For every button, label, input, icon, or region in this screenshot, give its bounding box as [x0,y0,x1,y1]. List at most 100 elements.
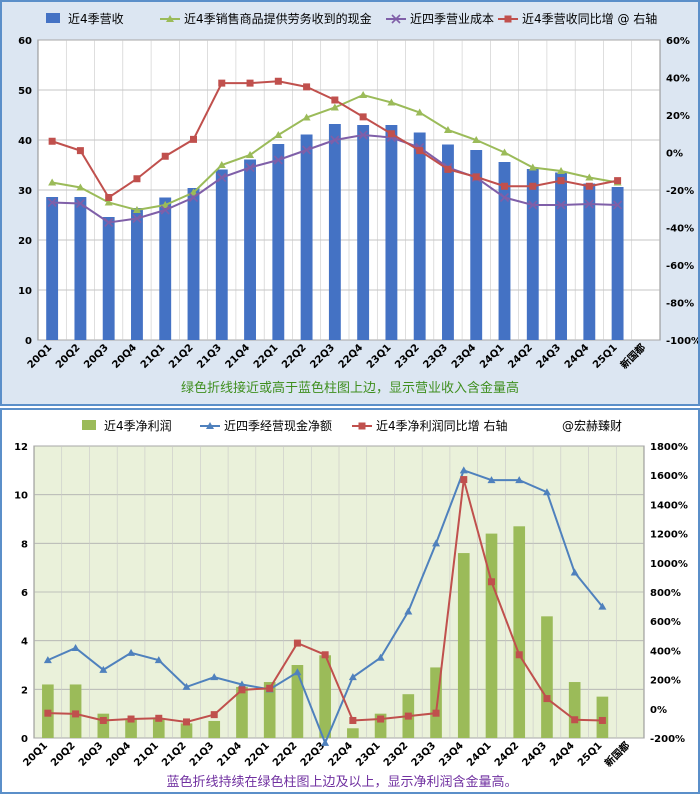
point-marker [404,607,413,615]
legend-swatch [46,13,60,23]
x-tick-label: 新国都 [618,341,648,371]
legend-entry: 近4季净利润同比增 右轴 [376,418,507,433]
bar [159,197,172,340]
x-tick-label: 21Q3 [195,342,224,371]
point-marker [190,135,197,143]
point-marker [189,188,198,196]
y-tick-label: 0 [21,734,28,745]
point-marker [432,709,440,717]
bar [272,144,285,340]
x-tick-label: 22Q1 [252,342,281,371]
y-tick-label: 6 [21,588,28,599]
y2-tick-label: 0% [650,705,667,716]
point-marker [614,177,622,185]
bar [236,686,248,738]
point-marker [182,682,191,690]
point-marker [293,639,301,647]
bar [568,682,581,738]
point-marker [48,137,56,145]
bar [485,533,498,738]
x-tick-label: 24Q1 [478,342,507,371]
x-tick-label: 22Q3 [308,342,337,371]
point-marker [44,709,52,717]
y2-tick-label: -80% [666,299,694,310]
point-marker [105,194,113,201]
y2-tick-label: 1000% [650,559,688,570]
point-marker [303,83,311,91]
y2-tick-label: 0% [666,149,683,160]
point-marker [358,422,366,430]
x-tick-label: 22Q2 [280,342,309,371]
point-marker [358,130,368,140]
point-marker [415,108,424,116]
point-marker [266,684,274,692]
point-marker [376,653,385,661]
y2-tick-label: -40% [666,224,694,235]
bar [97,713,110,738]
point-marker [391,14,401,24]
point-marker [404,712,412,720]
point-marker [104,198,113,206]
x-tick-label: 24Q4 [563,342,592,371]
y2-tick-label: 20% [666,111,690,122]
y2-tick-label: 1600% [650,471,688,482]
y-tick-label: 40 [18,136,32,147]
y2-tick-label: 40% [666,74,690,85]
y-tick-label: 50 [18,86,32,97]
y-tick-label: 30 [18,186,32,197]
y-tick-label: 12 [14,442,28,453]
bar [470,150,483,340]
bar [300,134,313,340]
y2-tick-label: 600% [650,617,681,628]
bar [208,720,221,738]
bar [374,713,387,738]
y2-tick-label: 1400% [650,500,688,511]
bar [442,144,454,340]
point-marker [183,718,190,726]
y-tick-label: 0 [25,336,32,347]
point-marker [321,651,329,659]
bar [291,665,304,738]
y-tick-label: 20 [18,236,32,247]
point-marker [459,466,468,474]
y2-tick-label: 200% [650,676,681,687]
point-marker [501,182,508,190]
y2-tick-label: 60% [666,36,690,47]
bar [187,188,200,340]
x-tick-label: 23Q1 [365,342,394,371]
point-marker [542,488,551,496]
legend-entry: 近4季净利润 [104,419,172,433]
legend-entry: 近四季营业成本 [410,12,494,26]
x-tick-label: 23Q4 [450,342,479,371]
bar [319,655,331,738]
point-marker [598,602,607,610]
point-marker [432,539,441,547]
point-marker [161,201,170,208]
bar [583,183,596,340]
point-marker [274,77,282,85]
point-marker [43,656,52,664]
y2-tick-label: -100% [666,336,698,347]
point-marker [330,103,339,111]
point-marker [132,213,142,224]
bar [430,667,442,738]
point-marker [160,205,170,215]
point-marker [76,147,84,155]
point-marker [584,199,594,209]
point-marker [377,715,385,723]
bar [611,187,624,340]
point-marker [570,568,579,576]
point-marker [528,163,537,171]
point-marker [359,91,368,98]
y2-tick-label: 800% [650,588,681,599]
point-marker [75,198,85,209]
point-marker [71,643,80,651]
point-marker [487,476,496,484]
legend-entry: 近4季营收 [68,12,124,26]
point-marker [99,665,108,673]
point-marker [585,182,593,190]
point-marker [127,715,135,723]
point-marker [331,96,339,104]
point-marker [557,177,565,185]
point-marker [237,680,246,688]
